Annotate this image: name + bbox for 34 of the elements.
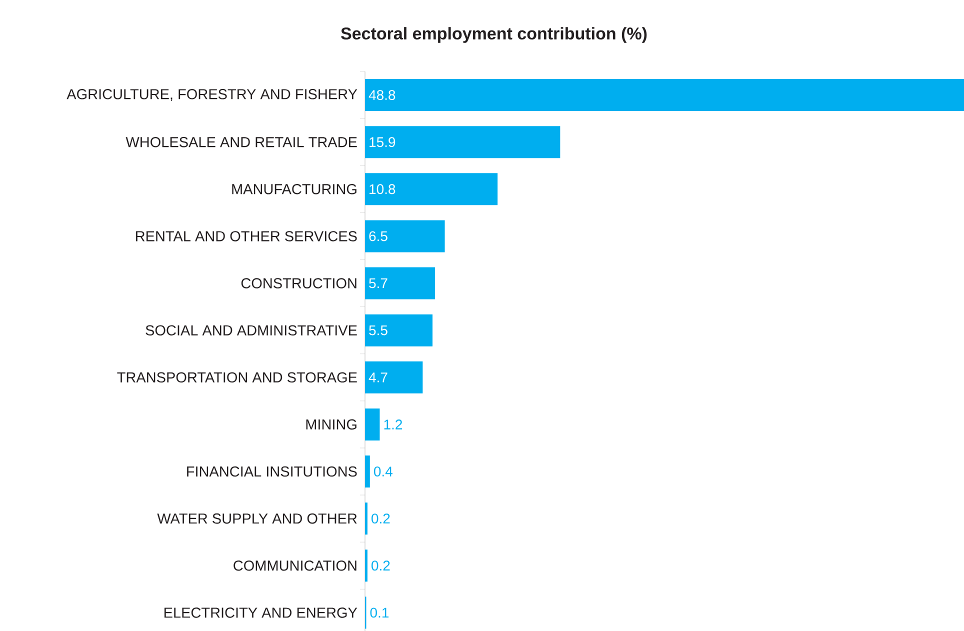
data-label: 0.4 <box>374 466 392 476</box>
bar <box>365 408 380 440</box>
data-label: 0.2 <box>372 560 390 571</box>
y-tick-label: TRANSPORTATION AND STORAGE <box>117 372 357 383</box>
data-label: 48.8 <box>368 90 396 100</box>
bar <box>365 126 560 158</box>
y-tick-label: MINING <box>306 419 356 430</box>
data-label: 5.7 <box>369 278 388 288</box>
y-tick-label: WHOLESALE AND RETAIL TRADE <box>126 136 357 148</box>
data-label: 0.2 <box>372 514 390 524</box>
data-label: 0.1 <box>370 608 389 618</box>
data-label: 4.7 <box>368 372 388 382</box>
bar <box>365 220 445 252</box>
data-label: 5.5 <box>369 325 388 336</box>
data-label: 6.5 <box>369 231 388 242</box>
data-label: 10.8 <box>370 184 396 194</box>
data-label: 15.9 <box>370 137 396 148</box>
bar <box>365 314 433 346</box>
bar <box>365 267 435 300</box>
y-tick-label: SOCIAL AND ADMINISTRATIVE <box>146 325 357 336</box>
bar <box>365 173 498 206</box>
y-tick-label: ELECTRICITY AND ENERGY <box>164 608 358 618</box>
y-tick-label: COMMUNICATION <box>234 560 356 571</box>
bar <box>365 456 370 488</box>
y-tick-label: MANUFACTURING <box>232 184 356 194</box>
chart-title: Sectoral employment contribution (%) <box>341 27 647 43</box>
y-tick-label: WATER SUPPLY AND OTHER <box>157 513 357 524</box>
y-tick-label: AGRICULTURE, FORESTRY AND FISHERY <box>66 89 358 102</box>
y-tick-label: FINANCIAL INSITUTIONS <box>187 466 357 477</box>
y-tick-label: RENTAL AND OTHER SERVICES <box>136 231 357 242</box>
y-tick-label: CONSTRUCTION <box>241 278 356 288</box>
data-label: 1.2 <box>384 420 402 430</box>
bar <box>365 361 423 394</box>
bar <box>365 79 964 112</box>
